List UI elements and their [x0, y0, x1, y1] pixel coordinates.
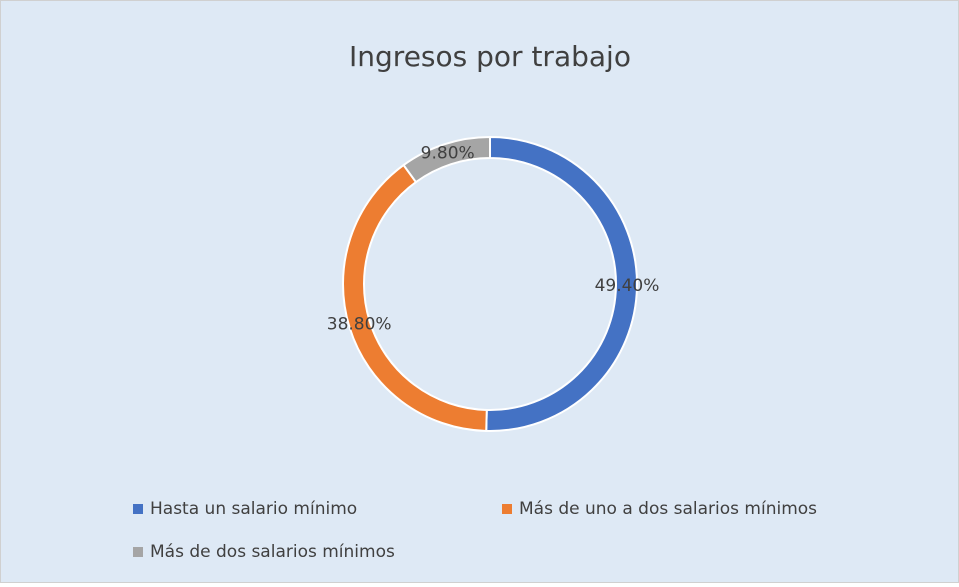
data-label: 9.80%	[421, 144, 475, 164]
legend-swatch	[502, 504, 512, 514]
donut-slice	[402, 135, 491, 184]
legend-label: Hasta un salario mínimo	[150, 499, 357, 519]
chart-title: Ingresos por trabajo	[349, 40, 631, 73]
legend-label: Más de dos salarios mínimos	[150, 542, 395, 562]
data-label: 49.40%	[595, 276, 660, 296]
legend-swatch	[133, 504, 143, 514]
legend-label: Más de uno a dos salarios mínimos	[519, 499, 817, 519]
data-label: 38.80%	[327, 315, 392, 335]
legend-swatch	[133, 547, 143, 557]
